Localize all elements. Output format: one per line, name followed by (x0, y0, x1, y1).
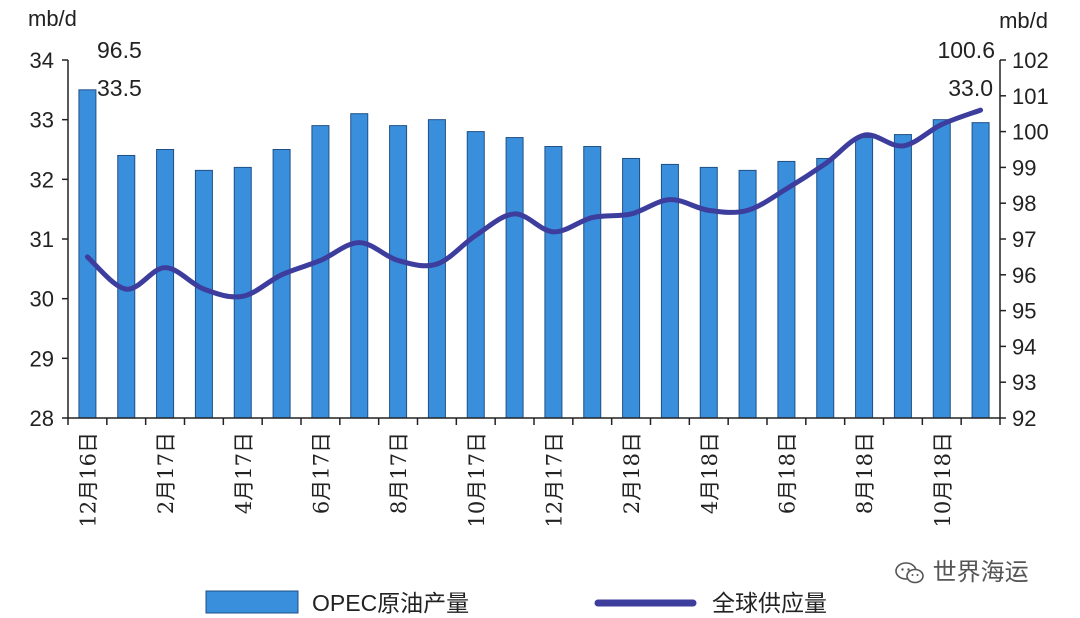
x-tick-label: 12月16日 (76, 432, 100, 527)
right-tick-label: 101 (1012, 84, 1049, 109)
right-tick-label: 99 (1012, 155, 1036, 180)
bar (389, 125, 408, 419)
right-tick-label: 93 (1012, 370, 1036, 395)
bar (78, 89, 97, 419)
line-series-layer (84, 107, 984, 300)
right-tick-label: 100 (1012, 120, 1049, 145)
watermark: 世界海运 (895, 552, 1029, 587)
x-tick-label: 10月17日 (465, 432, 489, 527)
left-tick-label: 30 (30, 287, 54, 312)
x-tick-label: 2月17日 (154, 432, 178, 514)
left-axis-label: mb/d (28, 6, 77, 31)
bar (583, 146, 602, 419)
bar (622, 157, 641, 419)
right-axis-label: mb/d (999, 8, 1048, 33)
annotation: 33.5 (97, 75, 142, 101)
left-tick-label: 28 (30, 406, 54, 431)
annotation: 100.6 (937, 37, 995, 63)
x-tick-label: 8月17日 (387, 432, 411, 514)
bar (855, 137, 874, 419)
x-tick-label: 6月18日 (775, 432, 799, 514)
bar (350, 113, 369, 419)
bar (699, 166, 718, 419)
left-tick-label: 33 (30, 108, 54, 133)
tick-labels: 28 29 30 31 32 33 34 92 93 94 95 96 97 98 99 100 101 102 1… (28, 6, 1049, 527)
bar (932, 119, 951, 419)
bar (971, 122, 990, 419)
bar (816, 157, 835, 419)
right-tick-label: 97 (1012, 227, 1036, 252)
bar-series (78, 89, 990, 419)
watermark-text: 世界海运 (932, 558, 1029, 586)
bar (156, 149, 175, 419)
bar (272, 149, 291, 419)
axes (62, 59, 1006, 425)
legend-line-label: 全球供应量 (712, 590, 827, 616)
x-tick-label: 10月18日 (931, 432, 955, 527)
right-tick-label: 96 (1012, 263, 1036, 288)
bar (893, 134, 912, 419)
right-tick-label: 95 (1012, 299, 1036, 324)
supply-line (84, 107, 984, 300)
bar (427, 119, 446, 419)
legend: OPEC原油产量 全球供应量 (205, 590, 827, 616)
left-tick-label: 32 (30, 167, 54, 192)
legend-bar-label: OPEC原油产量 (312, 590, 469, 616)
x-tick-label: 4月17日 (232, 432, 256, 514)
x-tick-label: 4月18日 (698, 432, 722, 514)
right-tick-label: 98 (1012, 191, 1036, 216)
legend-bar-swatch (205, 590, 299, 614)
annotations: 96.5 33.5 100.6 33.0 (97, 37, 995, 101)
bar (505, 137, 524, 419)
x-tick-label: 12月17日 (542, 432, 566, 527)
bar (777, 160, 796, 419)
bar (466, 131, 485, 419)
bar (194, 169, 213, 419)
x-tick-label: 2月18日 (620, 432, 644, 514)
x-tick-label: 8月18日 (853, 432, 877, 514)
right-tick-label: 92 (1012, 406, 1036, 431)
right-tick-label: 102 (1012, 48, 1049, 73)
left-tick-label: 31 (30, 227, 54, 252)
bar (544, 146, 563, 419)
bar (311, 125, 330, 419)
wechat-icon (895, 562, 925, 584)
annotation: 96.5 (97, 37, 142, 63)
left-tick-label: 34 (30, 48, 54, 73)
left-tick-label: 29 (30, 346, 54, 371)
right-tick-label: 94 (1012, 334, 1036, 359)
x-tick-label: 6月17日 (309, 432, 333, 514)
annotation: 33.0 (948, 75, 993, 101)
